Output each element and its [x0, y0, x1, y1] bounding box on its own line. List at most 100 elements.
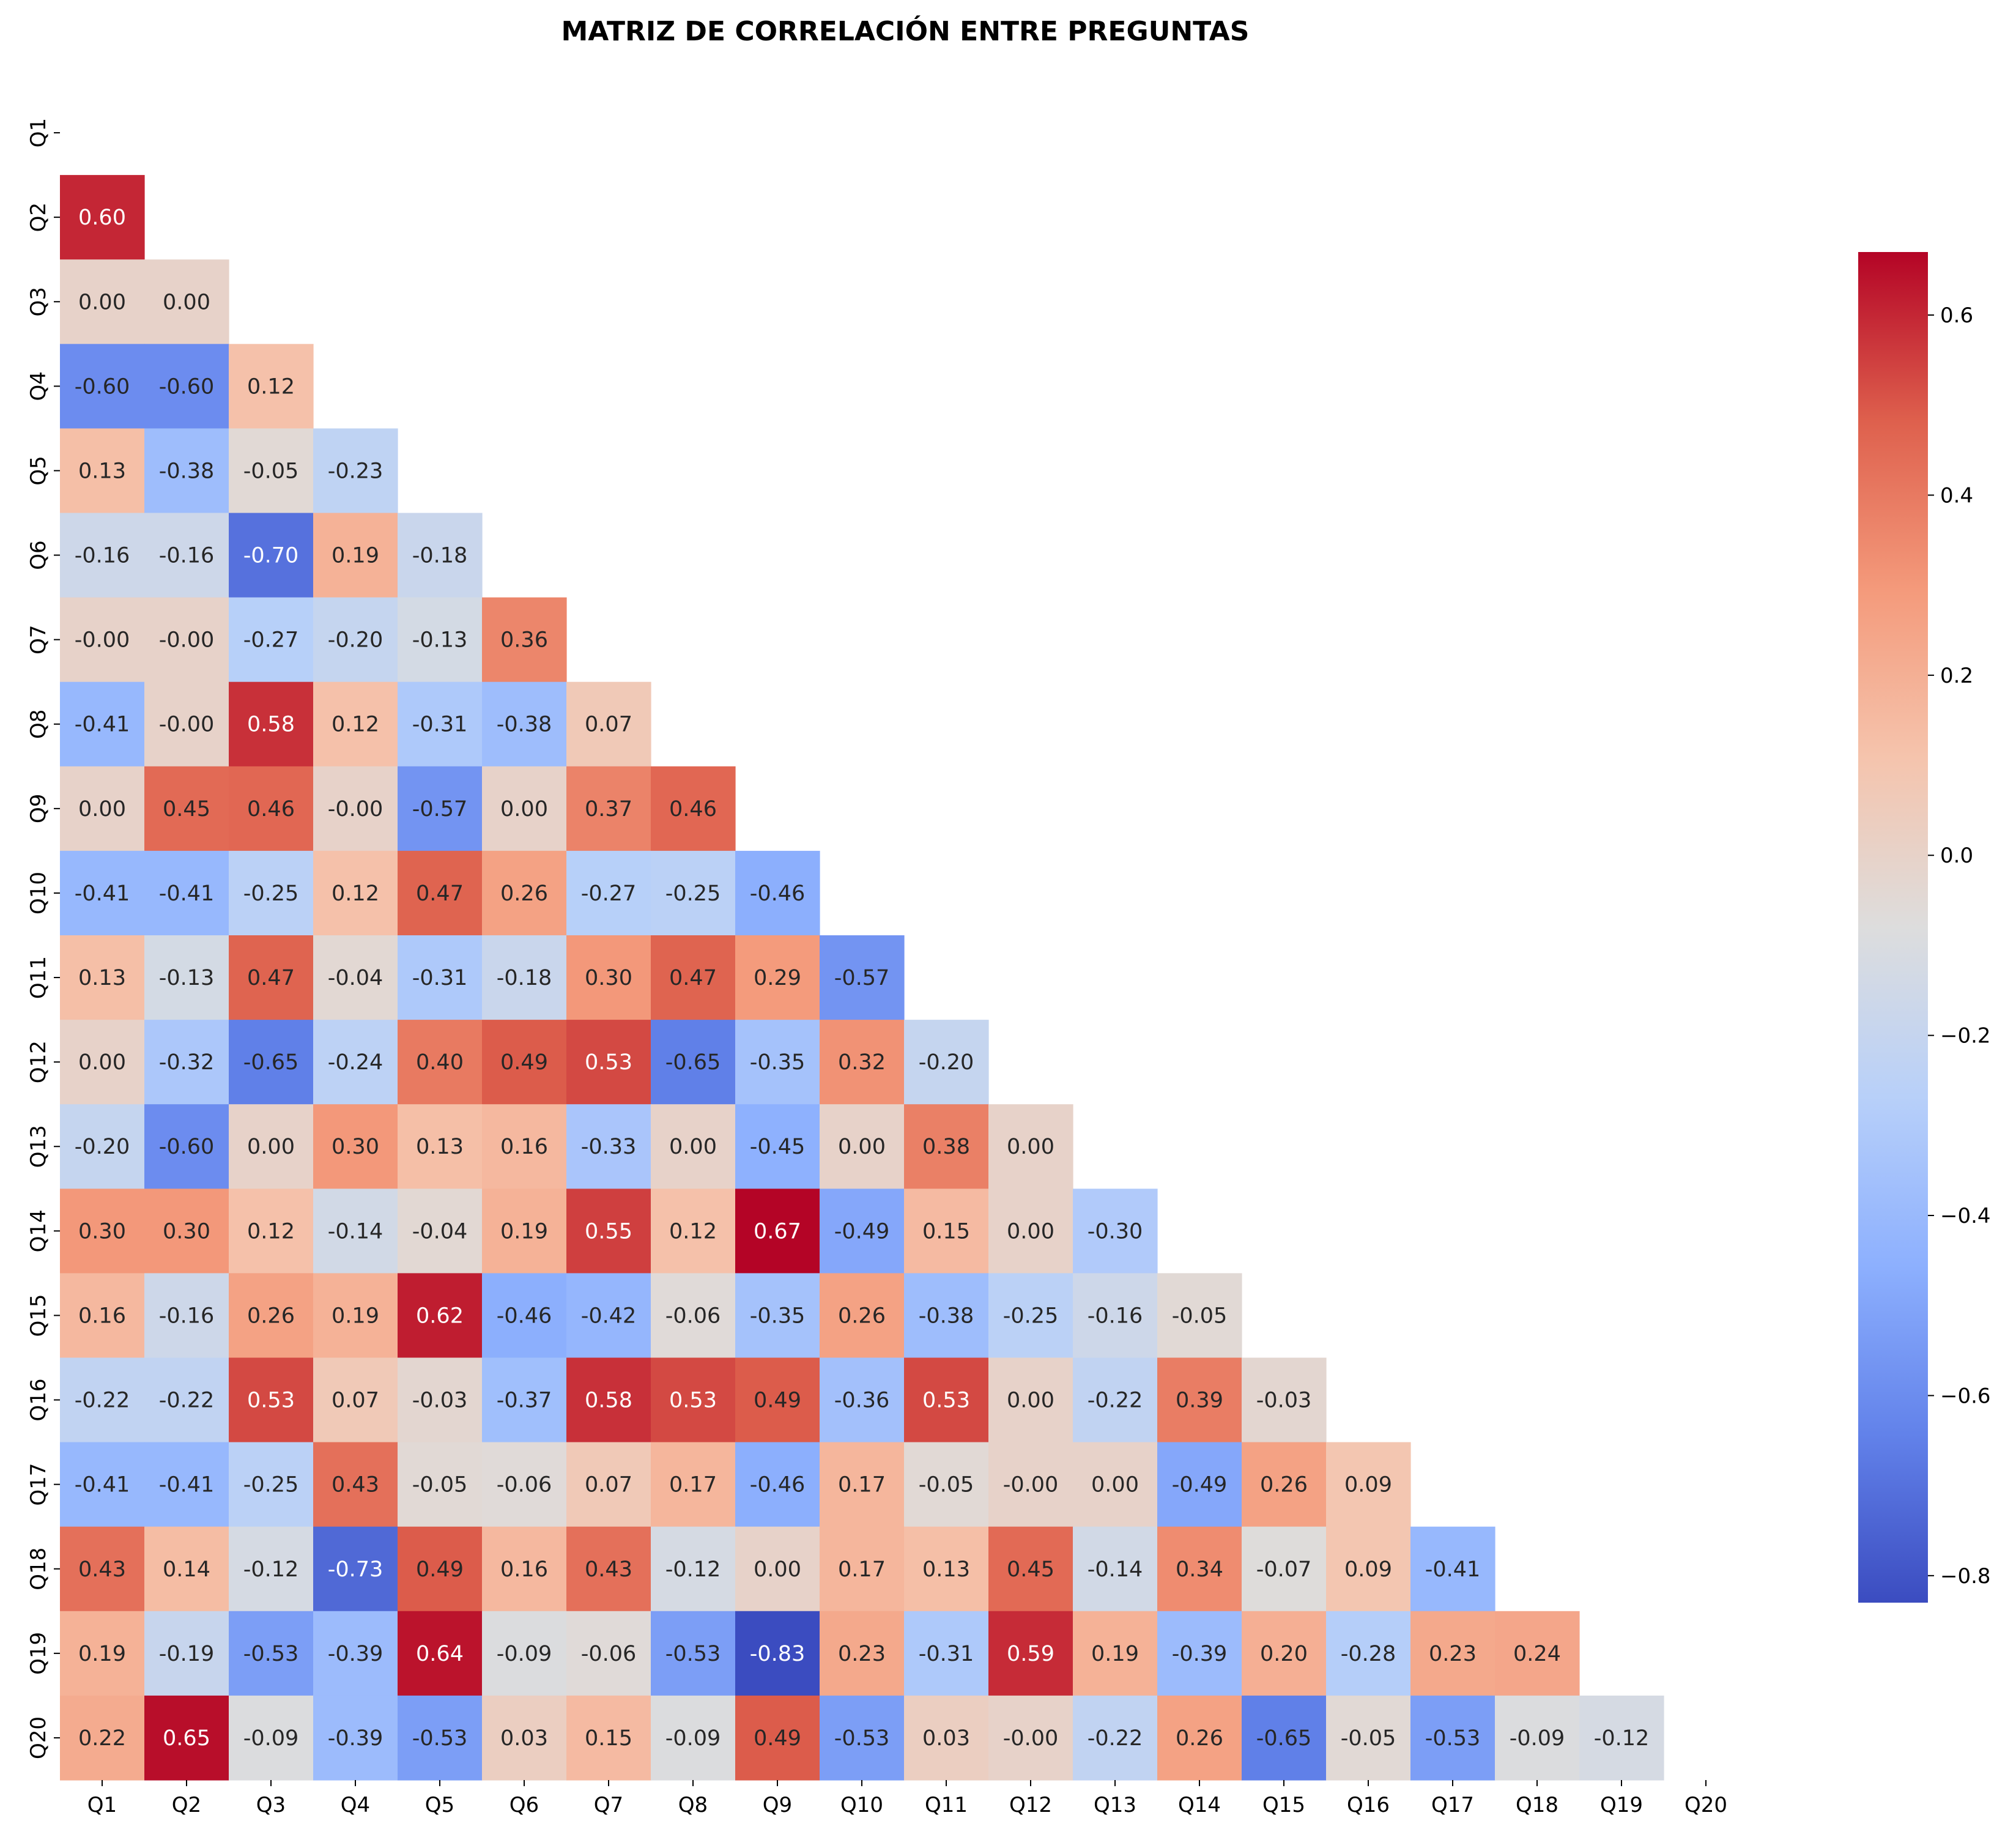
- y-tick-label-Q16: Q16: [26, 1379, 51, 1422]
- heatmap-cell-value: -0.09: [243, 1726, 299, 1751]
- heatmap-cell-value: -0.60: [75, 374, 130, 399]
- heatmap-cell-value: 0.22: [78, 1726, 126, 1751]
- heatmap-cell-Q20-Q10: [820, 1695, 905, 1781]
- colorbar-tick-label: −0.2: [1940, 1024, 1991, 1048]
- heatmap-cell-value: -0.24: [328, 1050, 384, 1075]
- heatmap-cell-value: -0.04: [328, 966, 384, 990]
- heatmap-cell-Q10-Q7: [566, 850, 651, 936]
- heatmap-cell-Q11-Q2: [144, 935, 229, 1020]
- heatmap-cell-Q8-Q2: [144, 681, 229, 767]
- heatmap-cell-Q20-Q9: [735, 1695, 820, 1781]
- heatmap-cell-Q6-Q3: [229, 513, 314, 598]
- heatmap-cell-value: 0.13: [922, 1557, 970, 1582]
- heatmap-cell-Q14-Q2: [144, 1189, 229, 1274]
- heatmap-cell-Q15-Q5: [398, 1273, 483, 1359]
- heatmap-cell-Q15-Q7: [566, 1273, 651, 1359]
- colorbar-gradient-bar: [1858, 252, 1928, 1603]
- heatmap-cell-Q14-Q5: [398, 1189, 483, 1274]
- heatmap-cell-value: -0.22: [75, 1389, 130, 1413]
- heatmap-cell-Q17-Q1: [60, 1442, 145, 1527]
- colorbar-tick-label: 0.2: [1940, 664, 1973, 688]
- heatmap-cell-value: -0.39: [328, 1642, 384, 1666]
- heatmap-cell-Q19-Q17: [1410, 1611, 1495, 1696]
- heatmap-cell-value: -0.53: [243, 1642, 299, 1666]
- heatmap-cell-value: -0.14: [1088, 1557, 1143, 1582]
- heatmap-cell-Q13-Q7: [566, 1104, 651, 1189]
- heatmap-cell-Q13-Q4: [313, 1104, 398, 1189]
- heatmap-cell-value: 0.16: [78, 1304, 126, 1328]
- heatmap-cell-Q18-Q6: [482, 1526, 567, 1612]
- heatmap-cell-value: 0.53: [669, 1389, 717, 1413]
- heatmap-cell-value: -0.13: [159, 966, 215, 990]
- heatmap-cell-value: -0.05: [412, 1473, 468, 1497]
- heatmap-cell-Q16-Q14: [1157, 1357, 1242, 1443]
- heatmap-cell-value: -0.16: [1088, 1304, 1143, 1328]
- heatmap-cell-value: -0.20: [75, 1135, 130, 1159]
- heatmap-cell-Q14-Q13: [1073, 1189, 1158, 1274]
- heatmap-cell-Q9-Q6: [482, 766, 567, 851]
- heatmap-cell-Q17-Q9: [735, 1442, 820, 1527]
- heatmap-cell-Q17-Q16: [1326, 1442, 1411, 1527]
- heatmap-cell-value: 0.13: [78, 966, 126, 990]
- heatmap-cell-Q5-Q4: [313, 428, 398, 514]
- heatmap-cell-value: 0.62: [416, 1304, 464, 1328]
- heatmap-cell-value: 0.49: [500, 1050, 548, 1075]
- heatmap-cell-value: -0.05: [243, 459, 299, 483]
- heatmap-cell-Q20-Q7: [566, 1695, 651, 1781]
- heatmap-cell-value: -0.38: [919, 1304, 974, 1328]
- heatmap-cell-Q17-Q3: [229, 1442, 314, 1527]
- heatmap-cell-value: 0.46: [669, 797, 717, 822]
- heatmap-cell-value: -0.09: [665, 1726, 721, 1751]
- heatmap-cell-value: 0.07: [585, 1473, 632, 1497]
- heatmap-cell-Q17-Q11: [904, 1442, 989, 1527]
- heatmap-cell-Q20-Q6: [482, 1695, 567, 1781]
- heatmap-cell-Q20-Q14: [1157, 1695, 1242, 1781]
- heatmap-cell-Q12-Q6: [482, 1020, 567, 1105]
- heatmap-cell-value: 0.40: [416, 1050, 464, 1075]
- heatmap-cell-Q10-Q6: [482, 850, 567, 936]
- heatmap-cell-value: 0.29: [754, 966, 801, 990]
- heatmap-cell-value: -0.12: [1594, 1726, 1650, 1751]
- heatmap-cell-value: 0.07: [585, 713, 632, 737]
- heatmap-cell-value: 0.12: [247, 1219, 295, 1244]
- x-tick-label-Q18: Q18: [1516, 1793, 1558, 1817]
- heatmap-cell-value: -0.16: [159, 1304, 215, 1328]
- heatmap-cells: 0.60 0.00 0.00 -0.60 -0.60 0.12 0.13 -0.38 -0.05…: [60, 175, 1664, 1781]
- heatmap-cell-Q20-Q4: [313, 1695, 398, 1781]
- heatmap-cell-value: 0.03: [500, 1726, 548, 1751]
- heatmap-cell-value: -0.41: [75, 881, 130, 906]
- heatmap-cell-Q17-Q2: [144, 1442, 229, 1527]
- heatmap-cell-value: -0.20: [328, 628, 384, 653]
- heatmap-cell-value: -0.83: [750, 1642, 806, 1666]
- heatmap-cell-value: 0.47: [247, 966, 295, 990]
- heatmap-cell-Q19-Q5: [398, 1611, 483, 1696]
- heatmap-cell-Q17-Q6: [482, 1442, 567, 1527]
- heatmap-cell-value: -0.60: [159, 374, 215, 399]
- heatmap-cell-value: 0.00: [247, 1135, 295, 1159]
- heatmap-cell-value: -0.49: [834, 1219, 890, 1244]
- heatmap-cell-Q16-Q1: [60, 1357, 145, 1443]
- heatmap-cell-Q17-Q12: [988, 1442, 1073, 1527]
- heatmap-cell-Q15-Q6: [482, 1273, 567, 1359]
- heatmap-cell-Q7-Q1: [60, 597, 145, 683]
- heatmap-cell-value: -0.22: [159, 1389, 215, 1413]
- heatmap-cell-Q10-Q9: [735, 850, 820, 936]
- heatmap-cell-Q9-Q7: [566, 766, 651, 851]
- heatmap-cell-value: 0.49: [754, 1389, 801, 1413]
- heatmap-cell-Q5-Q2: [144, 428, 229, 514]
- heatmap-cell-value: 0.19: [1091, 1642, 1139, 1666]
- heatmap-cell-value: -0.65: [665, 1050, 721, 1075]
- heatmap-cell-value: -0.39: [328, 1726, 384, 1751]
- heatmap-cell-Q8-Q3: [229, 681, 314, 767]
- heatmap-cell-Q20-Q19: [1579, 1695, 1664, 1781]
- heatmap-cell-value: 0.00: [163, 290, 210, 314]
- heatmap-cell-value: 0.03: [922, 1726, 970, 1751]
- heatmap-cell-value: -0.65: [243, 1050, 299, 1075]
- heatmap-cell-value: -0.28: [1341, 1642, 1396, 1666]
- heatmap-cell-Q15-Q3: [229, 1273, 314, 1359]
- heatmap-cell-value: 0.19: [332, 1304, 379, 1328]
- heatmap-cell-value: -0.31: [919, 1642, 974, 1666]
- x-tick-label-Q7: Q7: [594, 1793, 623, 1817]
- heatmap-cell-Q15-Q14: [1157, 1273, 1242, 1359]
- heatmap-cell-Q7-Q5: [398, 597, 483, 683]
